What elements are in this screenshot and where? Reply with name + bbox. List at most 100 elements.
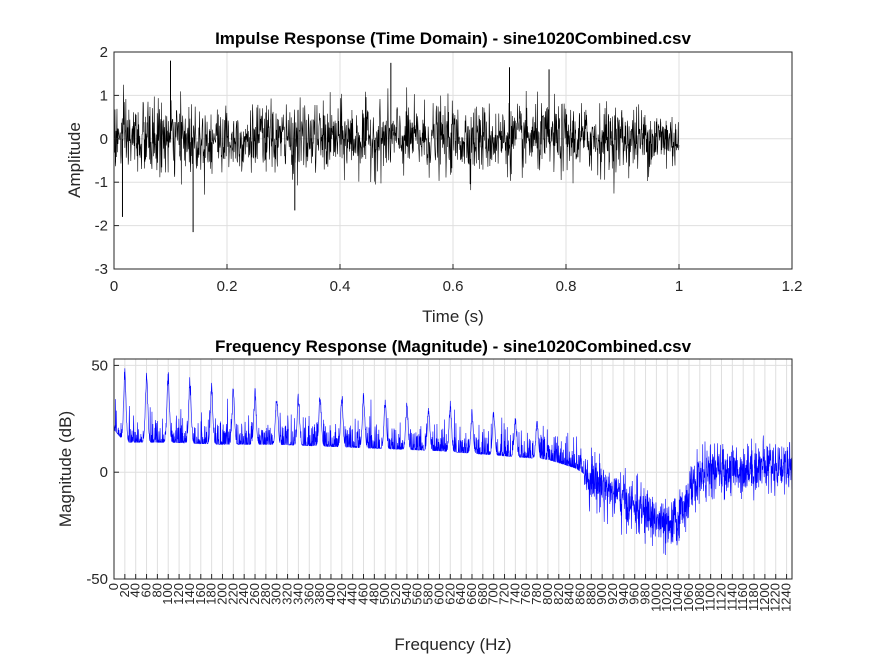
x-tick-label: 380 xyxy=(312,583,327,605)
x-tick-label: 600 xyxy=(431,583,446,605)
x-tick-label: 1160 xyxy=(735,583,750,611)
impulse-response-plot: 0 0.2 0.4 0.6 0.8 1 1.2 -3 -2 -1 0 1 2 Impulse Resp… xyxy=(65,29,802,326)
x-tick-label: 1100 xyxy=(703,583,718,611)
impulse-response-line xyxy=(113,84,680,195)
x-tick-label: 1020 xyxy=(659,583,674,612)
x-tick-label: 580 xyxy=(421,583,436,605)
y-axis-label: Amplitude xyxy=(65,122,84,198)
x-tick-label: 340 xyxy=(290,583,305,605)
x-tick-label: 120 xyxy=(171,583,186,605)
y-tick-label: -3 xyxy=(95,261,108,278)
frequency-response-trace xyxy=(113,368,793,555)
x-tick-label: 240 xyxy=(236,583,251,605)
x-tick-label: 780 xyxy=(529,583,544,605)
x-tick-label: 20 xyxy=(117,583,132,597)
y-tick-label: 0 xyxy=(100,131,108,148)
x-tick-label: 280 xyxy=(258,583,273,605)
y-tick-label: -1 xyxy=(95,174,108,191)
impulse-response-trace xyxy=(113,60,680,233)
x-axis-label: Frequency (Hz) xyxy=(394,635,511,654)
x-axis-label: Time (s) xyxy=(422,307,484,326)
x-tick-label: 1180 xyxy=(746,583,761,611)
x-tick-label: 60 xyxy=(139,583,154,597)
x-tick-label: 620 xyxy=(442,583,457,605)
grid xyxy=(113,359,792,580)
x-tick-label: 40 xyxy=(128,583,143,597)
x-tick-label: 360 xyxy=(301,583,316,605)
x-tick-label: 0.4 xyxy=(330,278,351,295)
chart-title: Impulse Response (Time Domain) - sine102… xyxy=(215,29,691,48)
x-tick-label: 1.2 xyxy=(782,278,803,295)
x-tick-label: 800 xyxy=(540,583,555,605)
x-tick-label: 1 xyxy=(675,278,683,295)
x-tick-label: 80 xyxy=(149,583,164,597)
x-tick-label: 940 xyxy=(616,583,631,605)
x-tick-label: 180 xyxy=(204,583,219,605)
y-tick-label: 50 xyxy=(91,357,108,374)
y-tick-label: -2 xyxy=(95,218,108,235)
x-tick-label: 720 xyxy=(497,583,512,605)
x-tick-label: 500 xyxy=(377,583,392,605)
x-tick-label: 680 xyxy=(475,583,490,605)
x-ticks: 0 0.2 0.4 0.6 0.8 1 1.2 xyxy=(110,264,803,295)
x-tick-label: 220 xyxy=(225,583,240,605)
plot-frame xyxy=(113,358,793,580)
x-tick-label: 400 xyxy=(323,583,338,605)
x-tick-label: 440 xyxy=(345,583,360,605)
x-tick-label: 1000 xyxy=(648,583,663,612)
plot-frame xyxy=(113,51,793,270)
x-tick-label: 100 xyxy=(160,583,175,605)
x-tick-label: 560 xyxy=(410,583,425,605)
x-tick-label: 140 xyxy=(182,583,197,605)
x-tick-label: 480 xyxy=(366,583,381,605)
x-tick-label: 1120 xyxy=(713,583,728,611)
x-tick-label: 1080 xyxy=(692,583,707,612)
x-tick-label: 640 xyxy=(453,583,468,605)
x-tick-label: 0 xyxy=(106,583,121,590)
x-tick-label: 160 xyxy=(193,583,208,605)
x-tick-label: 760 xyxy=(518,583,533,605)
x-tick-label: 960 xyxy=(627,583,642,605)
x-tick-label: 1240 xyxy=(779,583,794,612)
y-tick-label: -50 xyxy=(86,571,108,588)
x-tick-label: 0.6 xyxy=(443,278,464,295)
frequency-response-line xyxy=(113,368,793,555)
x-tick-label: 920 xyxy=(605,583,620,605)
x-tick-label: 1060 xyxy=(681,583,696,612)
x-tick-label: 740 xyxy=(507,583,522,605)
y-tick-label: 0 xyxy=(100,464,108,481)
plot-area xyxy=(114,359,792,579)
frequency-response-plot: 0204060801001201401601802002202402602803… xyxy=(56,337,794,654)
x-tick-label: 900 xyxy=(594,583,609,605)
x-tick-label: 200 xyxy=(214,583,229,605)
chart-title: Frequency Response (Magnitude) - sine102… xyxy=(215,337,692,356)
x-tick-label: 300 xyxy=(269,583,284,605)
x-tick-label: 1200 xyxy=(757,583,772,612)
x-ticks: 0204060801001201401601802002202402602803… xyxy=(106,574,794,612)
x-tick-label: 0.8 xyxy=(556,278,577,295)
x-tick-label: 0.2 xyxy=(217,278,238,295)
x-tick-label: 700 xyxy=(486,583,501,605)
y-tick-label: 2 xyxy=(100,44,108,61)
x-tick-label: 540 xyxy=(399,583,414,605)
x-tick-label: 1040 xyxy=(670,583,685,612)
x-tick-label: 860 xyxy=(572,583,587,605)
x-tick-label: 980 xyxy=(638,583,653,605)
x-tick-label: 660 xyxy=(464,583,479,605)
x-tick-label: 460 xyxy=(356,583,371,605)
x-tick-label: 880 xyxy=(583,583,598,605)
x-tick-label: 0 xyxy=(110,278,118,295)
y-axis-label: Magnitude (dB) xyxy=(56,411,75,527)
x-tick-label: 820 xyxy=(551,583,566,605)
y-tick-label: 1 xyxy=(100,87,108,104)
x-tick-label: 420 xyxy=(334,583,349,605)
x-tick-label: 1220 xyxy=(768,583,783,612)
x-tick-label: 260 xyxy=(247,583,262,605)
x-tick-label: 520 xyxy=(388,583,403,605)
x-tick-label: 1140 xyxy=(724,583,739,611)
y-ticks: -3 -2 -1 0 1 2 xyxy=(95,44,119,278)
x-tick-label: 320 xyxy=(280,583,295,605)
x-tick-label: 840 xyxy=(562,583,577,605)
